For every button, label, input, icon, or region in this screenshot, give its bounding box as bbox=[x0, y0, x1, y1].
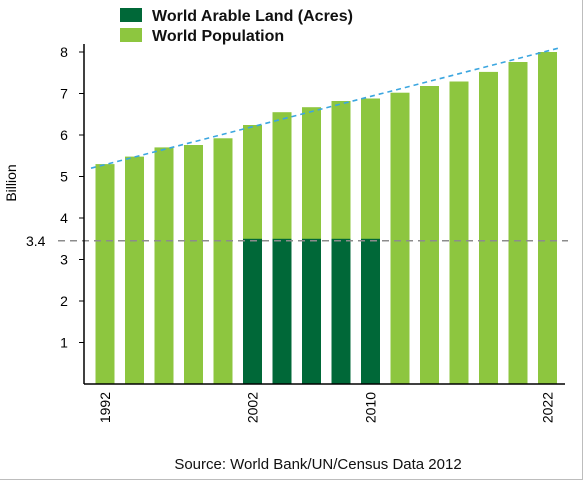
population-bar bbox=[184, 145, 203, 384]
legend-swatch bbox=[120, 8, 142, 22]
population-bar bbox=[125, 156, 144, 384]
y-tick-label: 1 bbox=[60, 335, 68, 351]
y-tick-label: 7 bbox=[60, 86, 68, 102]
x-tick-label: 1992 bbox=[97, 392, 113, 423]
source-note: Source: World Bank/UN/Census Data 2012 bbox=[174, 456, 461, 473]
population-bar bbox=[449, 81, 469, 384]
arable-land-bar bbox=[243, 238, 262, 385]
y-tick-label: 6 bbox=[60, 127, 68, 143]
legend-label: World Population bbox=[152, 28, 284, 45]
arable-land-bar bbox=[361, 238, 380, 385]
population-bars bbox=[95, 52, 557, 385]
y-tick-label: 3 bbox=[60, 252, 68, 268]
population-bar bbox=[420, 86, 439, 384]
arable-land-bar bbox=[331, 238, 351, 385]
population-bar bbox=[508, 62, 528, 384]
x-tick-label: 2022 bbox=[540, 392, 556, 423]
x-tick-labels: 1992 2002 2010 2022 bbox=[97, 392, 556, 423]
reference-line-group: 3.4 bbox=[26, 233, 568, 249]
population-bar bbox=[479, 71, 498, 385]
legend-label: World Arable Land (Acres) bbox=[152, 8, 353, 25]
y-tick-labels: 1 2 3 4 5 6 7 8 bbox=[60, 44, 84, 351]
legend-swatch bbox=[120, 28, 142, 42]
y-tick-label: 8 bbox=[60, 44, 68, 60]
population-bar bbox=[154, 147, 174, 384]
population-bar bbox=[213, 138, 233, 384]
arable-land-bar bbox=[272, 238, 292, 385]
legend: World Arable Land (Acres) World Populatio… bbox=[120, 8, 353, 45]
arable-land-bars bbox=[243, 238, 380, 385]
y-tick-label: 4 bbox=[60, 210, 68, 226]
y-axis-label: Billion bbox=[3, 164, 19, 201]
population-bar bbox=[95, 164, 115, 384]
y-tick-label: 5 bbox=[60, 169, 68, 185]
population-bar bbox=[390, 92, 410, 384]
arable-land-bar bbox=[302, 238, 321, 385]
x-tick-label: 2010 bbox=[363, 392, 379, 423]
y-tick-label: 2 bbox=[60, 293, 68, 309]
reference-line-label: 3.4 bbox=[26, 233, 46, 249]
x-tick-label: 2002 bbox=[245, 392, 261, 423]
axes bbox=[83, 44, 565, 385]
population-bar bbox=[538, 52, 557, 384]
